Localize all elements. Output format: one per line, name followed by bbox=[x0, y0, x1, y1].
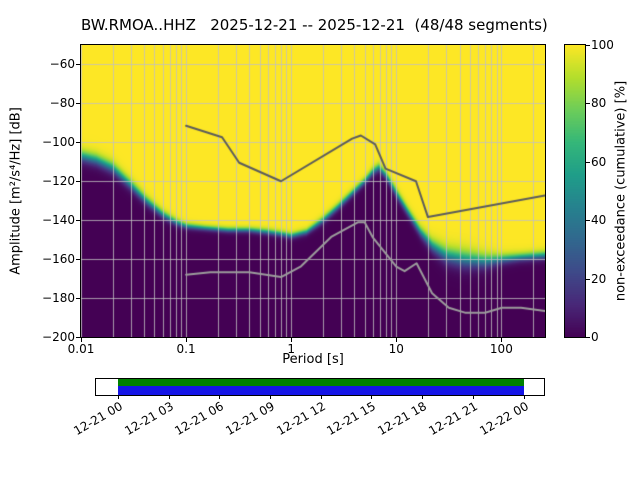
colorbar-tick-label: 60 bbox=[591, 154, 607, 169]
y-tick-label: −140 bbox=[42, 213, 75, 228]
colorbar-tick-label: 20 bbox=[591, 271, 607, 286]
x-tick-label: 0.1 bbox=[176, 342, 196, 356]
timeline-tick-label: 12-22 00 bbox=[476, 399, 531, 439]
y-tick-mark bbox=[76, 220, 80, 222]
y-tick-mark bbox=[76, 337, 80, 338]
colorbar-tick-label: 40 bbox=[591, 213, 607, 228]
timeline-tick-label: 12-21 09 bbox=[223, 399, 278, 439]
y-tick-label: −180 bbox=[42, 291, 75, 306]
timeline-tick-mark bbox=[422, 396, 423, 399]
timeline-box bbox=[95, 378, 545, 396]
y-tick-label: −120 bbox=[42, 174, 75, 189]
colorbar-tick-mark bbox=[586, 337, 590, 338]
y-tick-mark bbox=[76, 298, 80, 300]
timeline-bar-blue bbox=[118, 386, 524, 395]
colorbar-tick-mark bbox=[586, 103, 590, 105]
timeline-tick-mark bbox=[473, 396, 474, 399]
y-tick-label: −160 bbox=[42, 252, 75, 267]
timeline-tick-label: 12-21 06 bbox=[172, 399, 227, 439]
x-tick-label: 1 bbox=[287, 342, 295, 356]
timeline-tick-mark bbox=[118, 396, 119, 399]
y-tick-mark bbox=[76, 64, 80, 66]
y-axis-label: Amplitude [m²/s⁴/Hz] [dB] bbox=[8, 107, 24, 275]
colorbar-tick-label: 100 bbox=[591, 38, 614, 52]
x-tick-mark bbox=[501, 338, 502, 342]
colorbar-tick-mark bbox=[586, 278, 590, 280]
y-tick-mark bbox=[76, 103, 80, 105]
timeline-bar-green bbox=[118, 379, 524, 386]
timeline-tick-mark bbox=[321, 396, 322, 399]
timeline-tick-label: 12-21 00 bbox=[71, 399, 125, 439]
x-tick-mark bbox=[291, 338, 292, 342]
timeline-tick-mark bbox=[270, 396, 271, 399]
x-tick-label: 100 bbox=[489, 342, 513, 356]
x-tick-mark bbox=[396, 338, 397, 342]
plot-title: BW.RMOA..HHZ 2025-12-21 -- 2025-12-21 (4… bbox=[81, 16, 548, 34]
y-tick-label: −100 bbox=[42, 135, 75, 150]
colorbar-tick-mark bbox=[586, 161, 590, 163]
x-axis-label: Period [s] bbox=[282, 352, 344, 367]
timeline-tick-label: 12-21 21 bbox=[426, 399, 480, 439]
colorbar-canvas bbox=[565, 45, 585, 337]
colorbar-tick-label: 0 bbox=[591, 330, 599, 344]
colorbar-tick-label: 80 bbox=[591, 96, 607, 111]
timeline-tick-mark bbox=[219, 396, 220, 399]
timeline-tick-label: 12-21 15 bbox=[324, 399, 379, 439]
timeline-tick-label: 12-21 18 bbox=[375, 399, 430, 439]
y-tick-label: −200 bbox=[42, 330, 75, 344]
ppsd-heatmap-canvas bbox=[81, 45, 545, 337]
colorbar-label: non-exceedance (cumulative) [%] bbox=[613, 80, 629, 302]
x-tick-mark bbox=[186, 338, 187, 342]
x-tick-mark bbox=[81, 338, 82, 342]
y-tick-label: −80 bbox=[49, 96, 75, 111]
y-tick-label: −60 bbox=[49, 57, 75, 72]
x-tick-label: 10 bbox=[388, 342, 404, 356]
timeline-tick-mark bbox=[371, 396, 372, 399]
timeline-tick-label: 12-21 12 bbox=[274, 399, 328, 439]
colorbar-tick-mark bbox=[586, 220, 590, 222]
y-tick-mark bbox=[76, 259, 80, 261]
x-tick-label: 0.01 bbox=[67, 342, 95, 356]
y-tick-mark bbox=[76, 142, 80, 144]
timeline-tick-mark bbox=[169, 396, 170, 399]
y-tick-mark bbox=[76, 181, 80, 183]
timeline-tick-mark bbox=[524, 396, 525, 399]
colorbar-tick-mark bbox=[586, 45, 590, 46]
timeline-tick-label: 12-21 03 bbox=[121, 399, 176, 439]
